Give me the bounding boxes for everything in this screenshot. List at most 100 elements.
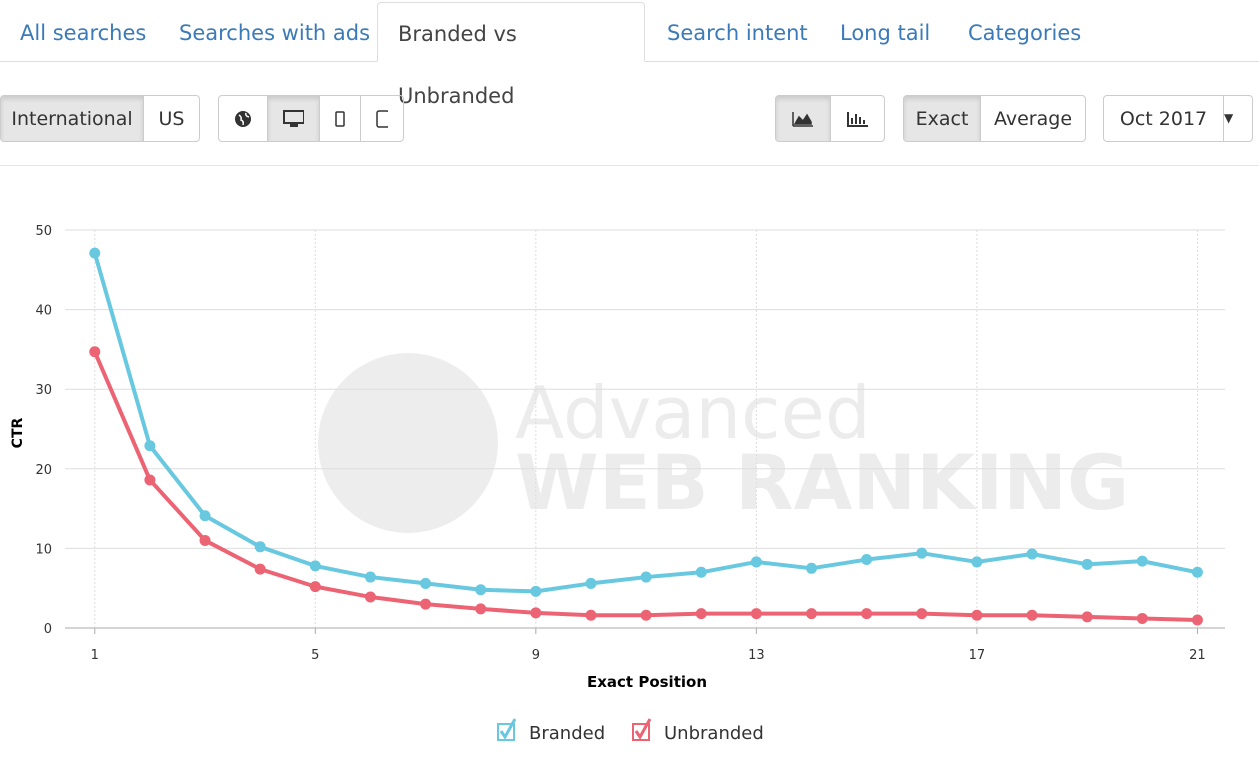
desktop-icon xyxy=(283,109,304,127)
point xyxy=(585,609,597,621)
point xyxy=(1026,609,1038,621)
area-button[interactable] xyxy=(776,96,831,141)
tab[interactable]: Categories xyxy=(968,21,1082,45)
globe-icon xyxy=(235,110,251,127)
point xyxy=(695,608,707,620)
x-axis-title: Exact Position xyxy=(587,673,707,691)
chart: Advanced WEB RANKING CTR Exact Position … xyxy=(10,224,1225,744)
chart-type-group xyxy=(775,95,885,142)
device-group xyxy=(218,95,404,142)
tab-bar: All searches Searches with ads Branded v… xyxy=(0,0,1259,108)
point xyxy=(254,563,266,575)
point xyxy=(1191,566,1203,578)
point xyxy=(420,577,432,589)
point xyxy=(1081,558,1093,570)
tab[interactable]: Searches with ads xyxy=(179,21,371,45)
point xyxy=(1136,555,1148,567)
point xyxy=(861,608,873,620)
point xyxy=(364,591,376,603)
point xyxy=(309,560,321,572)
point xyxy=(309,581,321,593)
point xyxy=(475,603,487,615)
x-tick-label: 9 xyxy=(532,648,540,663)
bar-button[interactable] xyxy=(831,96,884,141)
y-tick-label: 10 xyxy=(35,542,52,557)
button[interactable]: International xyxy=(1,96,144,141)
button[interactable]: US xyxy=(158,107,185,130)
point xyxy=(475,584,487,596)
y-tick-label: 50 xyxy=(35,224,52,239)
legend-check xyxy=(634,718,652,740)
legend-label: Unbranded xyxy=(664,723,764,744)
desktop-button[interactable] xyxy=(268,96,320,141)
point xyxy=(916,608,928,620)
mode-group: Exact Average xyxy=(903,95,1086,142)
legend-item[interactable]: Branded xyxy=(497,718,605,744)
tab-active[interactable]: Branded vs Unbranded xyxy=(377,2,645,108)
x-tick-label: 21 xyxy=(1189,648,1206,663)
x-tick-label: 5 xyxy=(311,648,319,663)
point xyxy=(806,562,818,574)
globe-button[interactable] xyxy=(219,96,268,141)
region-group: International US xyxy=(0,95,200,142)
point xyxy=(530,585,542,597)
y-tick-label: 0 xyxy=(44,622,52,637)
point xyxy=(640,571,652,583)
point xyxy=(861,554,873,566)
area-icon xyxy=(792,111,813,127)
caret: ▼ xyxy=(1224,111,1234,125)
point xyxy=(420,598,432,610)
watermark: Advanced WEB RANKING xyxy=(318,353,1129,533)
point xyxy=(364,571,376,583)
button[interactable]: Average xyxy=(993,107,1073,130)
point xyxy=(750,556,762,568)
date-text: Oct 2017 xyxy=(1104,96,1224,141)
legend-check xyxy=(499,718,517,740)
point xyxy=(89,346,101,358)
point xyxy=(199,534,211,546)
point xyxy=(1191,614,1203,626)
point xyxy=(1081,611,1093,623)
legend-checkbox xyxy=(632,723,650,741)
x-tick-label: 13 xyxy=(748,648,765,663)
date-select[interactable]: Oct 2017 ▼ xyxy=(1103,95,1253,142)
y-tick-label: 40 xyxy=(35,304,52,319)
point xyxy=(1026,548,1038,560)
x-tick-label: 17 xyxy=(969,648,986,663)
point xyxy=(806,608,818,620)
point xyxy=(640,609,652,621)
watermark-text: WEB RANKING xyxy=(515,438,1129,527)
y-axis-title: CTR xyxy=(10,417,26,448)
tablet-icon xyxy=(376,109,388,128)
tab[interactable]: Long tail xyxy=(840,21,931,45)
y-tick-label: 30 xyxy=(35,383,52,398)
tablet-button[interactable] xyxy=(361,96,403,141)
point xyxy=(916,547,928,559)
legend-label: Branded xyxy=(529,723,605,744)
point xyxy=(1136,612,1148,624)
bar-icon xyxy=(847,111,868,127)
mobile-icon xyxy=(335,110,345,127)
button[interactable]: Exact xyxy=(904,96,981,141)
point xyxy=(971,609,983,621)
point xyxy=(585,577,597,589)
point xyxy=(530,607,542,619)
tab[interactable]: All searches xyxy=(20,21,147,45)
mobile-button[interactable] xyxy=(320,96,361,141)
point xyxy=(695,566,707,578)
tab[interactable]: Search intent xyxy=(667,21,808,45)
point xyxy=(971,556,983,568)
point xyxy=(144,440,156,452)
x-tick-label: 1 xyxy=(91,648,99,663)
point xyxy=(750,608,762,620)
point xyxy=(144,474,156,486)
point xyxy=(254,541,266,553)
legend-item[interactable]: Unbranded xyxy=(632,718,764,744)
point xyxy=(199,510,211,522)
y-tick-label: 20 xyxy=(35,463,52,478)
separator xyxy=(0,165,1259,166)
legend-checkbox xyxy=(497,723,515,741)
point xyxy=(89,247,101,259)
watermark-text: Advanced xyxy=(515,371,871,455)
